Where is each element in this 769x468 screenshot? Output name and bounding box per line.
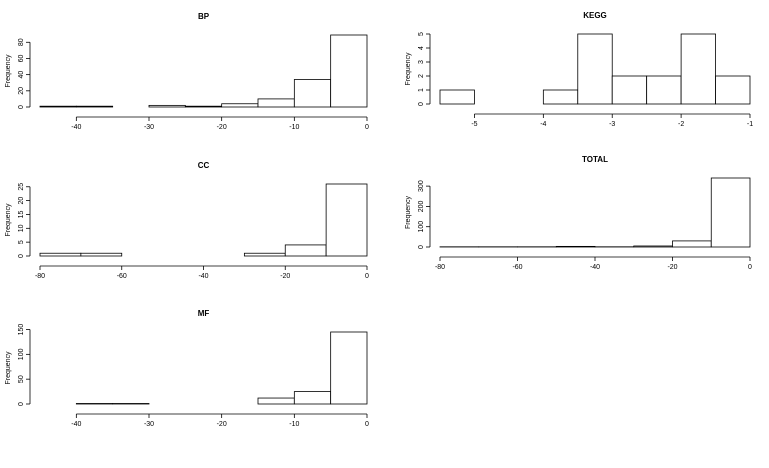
x-tick-label: -20: [217, 124, 227, 131]
y-tick-label: 4: [418, 46, 425, 50]
bar: [647, 76, 681, 104]
bar: [149, 105, 185, 107]
y-tick-label: 10: [18, 224, 25, 232]
x-tick-label: -60: [117, 273, 127, 280]
x-tick-label: -80: [35, 273, 45, 280]
y-axis-label: Frequency: [5, 203, 12, 237]
y-axis-label: Frequency: [405, 52, 412, 86]
y-tick-label: 15: [18, 210, 25, 218]
x-tick-label: 0: [365, 421, 369, 428]
bar: [556, 246, 595, 247]
bar: [222, 104, 258, 107]
y-tick-label: 2: [418, 74, 425, 78]
bar: [40, 106, 76, 107]
bar: [285, 245, 326, 256]
y-tick-label: 100: [418, 221, 425, 233]
y-tick-label: 0: [418, 245, 425, 249]
x-tick-label: 0: [365, 124, 369, 131]
y-axis-label: Frequency: [405, 195, 412, 229]
y-tick-label: 80: [18, 38, 25, 46]
bar: [331, 35, 367, 107]
bar: [258, 398, 294, 404]
y-axis-label: Frequency: [5, 351, 12, 385]
y-tick-label: 0: [18, 402, 25, 406]
x-tick-label: -30: [144, 421, 154, 428]
chart-title: KEGG: [583, 11, 607, 20]
bar: [634, 246, 673, 247]
y-tick-label: 1: [418, 88, 425, 92]
bar: [331, 332, 367, 404]
y-tick-label: 50: [18, 375, 25, 383]
bar: [578, 34, 612, 104]
x-tick-label: -4: [540, 121, 546, 128]
x-tick-label: 0: [365, 273, 369, 280]
x-tick-label: -1: [747, 121, 753, 128]
x-tick-label: -40: [71, 124, 81, 131]
x-tick-label: -20: [280, 273, 290, 280]
bar: [543, 90, 577, 104]
x-tick-label: -10: [289, 421, 299, 428]
bar: [185, 106, 221, 107]
bar: [711, 178, 750, 247]
x-tick-label: -80: [435, 264, 445, 271]
bar: [326, 184, 367, 256]
x-tick-label: -40: [71, 421, 81, 428]
bar: [440, 90, 474, 104]
chart-title: BP: [198, 12, 210, 21]
x-tick-label: -30: [144, 124, 154, 131]
chart-title: TOTAL: [582, 155, 608, 164]
y-tick-label: 20: [18, 87, 25, 95]
y-tick-label: 0: [418, 102, 425, 106]
y-tick-label: 150: [18, 324, 25, 336]
y-tick-label: 25: [18, 183, 25, 191]
bar: [612, 76, 646, 104]
y-tick-label: 5: [18, 240, 25, 244]
y-axis-label: Frequency: [5, 54, 12, 88]
y-tick-label: 5: [418, 32, 425, 36]
x-tick-label: 0: [748, 264, 752, 271]
bar: [40, 253, 81, 256]
bar: [76, 106, 112, 107]
y-tick-label: 20: [18, 197, 25, 205]
x-tick-label: -40: [590, 264, 600, 271]
y-tick-label: 200: [418, 200, 425, 212]
y-tick-label: 100: [18, 348, 25, 360]
x-tick-label: -20: [217, 421, 227, 428]
y-tick-label: 0: [18, 254, 25, 258]
bar: [258, 99, 294, 107]
bar: [81, 253, 122, 256]
bar: [294, 79, 330, 107]
bar: [716, 76, 750, 104]
bar: [294, 392, 330, 404]
x-tick-label: -20: [667, 264, 677, 271]
y-tick-label: 60: [18, 54, 25, 62]
bar: [673, 241, 712, 247]
y-tick-label: 3: [418, 60, 425, 64]
x-tick-label: -10: [289, 124, 299, 131]
y-tick-label: 40: [18, 71, 25, 79]
x-tick-label: -60: [512, 264, 522, 271]
chart-title: CC: [198, 161, 210, 170]
x-tick-label: -3: [609, 121, 615, 128]
bar: [244, 253, 285, 256]
x-tick-label: -40: [198, 273, 208, 280]
bar: [681, 34, 715, 104]
y-tick-label: 0: [18, 105, 25, 109]
x-tick-label: -5: [471, 121, 477, 128]
x-tick-label: -2: [678, 121, 684, 128]
chart-title: MF: [198, 309, 210, 318]
y-tick-label: 300: [418, 180, 425, 192]
